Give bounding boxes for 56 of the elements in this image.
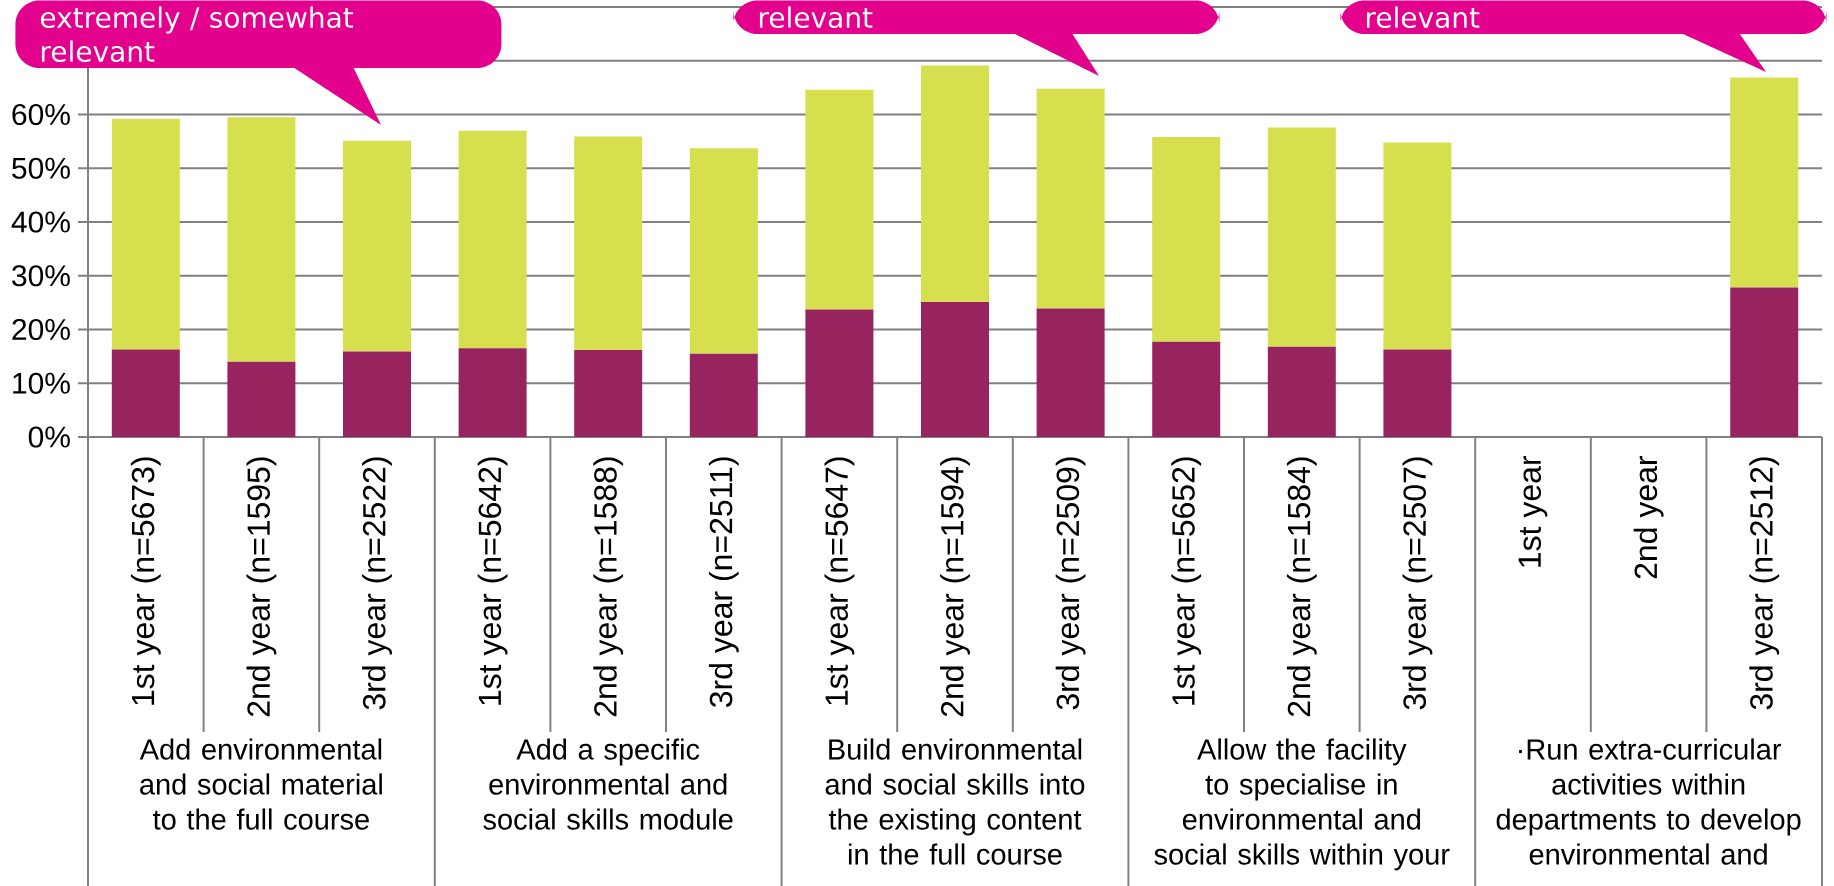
bar bbox=[1152, 137, 1221, 342]
y-tick-label: 60% bbox=[12, 103, 70, 126]
annotation: extremely / somewhat relevant bbox=[40, 6, 354, 63]
bar bbox=[921, 302, 990, 437]
bar bbox=[111, 349, 180, 437]
text: Allow the facility to specialise in environmental and social skills within your bbox=[1154, 738, 1450, 871]
x-tick-label: 1st year bbox=[1518, 455, 1548, 567]
bar bbox=[343, 351, 411, 437]
bar bbox=[574, 349, 643, 437]
bar bbox=[1383, 142, 1452, 350]
bar bbox=[574, 136, 643, 350]
bar bbox=[343, 140, 411, 352]
x-tick-label: 2nd year (n=1594) bbox=[940, 457, 970, 717]
y-tick-label: 30% bbox=[12, 265, 70, 287]
bar bbox=[1730, 77, 1799, 288]
bar bbox=[227, 117, 296, 362]
y-tick-label: 0% bbox=[28, 426, 70, 448]
text: Add environmental and social material to the full course bbox=[139, 738, 382, 830]
bar bbox=[1267, 346, 1336, 437]
x-tick-label: 1st year (n=5642) bbox=[477, 457, 508, 705]
bar bbox=[1152, 341, 1221, 437]
text: Build environmental and social skills into the existing content in the full course bbox=[825, 738, 1085, 865]
bar bbox=[1383, 349, 1452, 437]
bar bbox=[1036, 308, 1105, 437]
x-tick-label: 3rd year (n=2509) bbox=[1055, 457, 1086, 710]
bar bbox=[921, 65, 990, 303]
x-tick-label: 1st year (n=5652) bbox=[1171, 457, 1202, 705]
x-tick-label: 3rd year (n=2511) bbox=[708, 457, 739, 708]
y-tick-label: 20% bbox=[12, 318, 70, 341]
bar bbox=[805, 89, 874, 310]
x-tick-label: 3rd year (n=2507) bbox=[1402, 457, 1433, 710]
bar bbox=[111, 118, 180, 350]
x-tick-label: 3rd year (n=2522) bbox=[362, 457, 392, 710]
y-tick-label: 50% bbox=[12, 157, 70, 179]
x-tick-label: 2nd year (n=1584) bbox=[1286, 457, 1317, 717]
bar bbox=[1267, 127, 1336, 347]
x-tick-label: 1st year (n=5647) bbox=[824, 457, 855, 705]
bar bbox=[458, 130, 527, 349]
x-tick-label: 3rd year (n=2512) bbox=[1749, 457, 1780, 710]
y-tick-label: 40% bbox=[11, 211, 70, 233]
bar bbox=[805, 309, 874, 437]
bar bbox=[1036, 88, 1105, 309]
annotation: relevant bbox=[1366, 6, 1480, 29]
x-tick-label: 2nd year (n=1588) bbox=[593, 457, 624, 717]
bar bbox=[689, 353, 758, 437]
bar bbox=[689, 148, 758, 354]
text: ·Run extra-curricular activities within departments to develop environmental and bbox=[1496, 738, 1801, 865]
y-tick-label: 10% bbox=[13, 372, 70, 394]
bar bbox=[458, 348, 527, 437]
text: Add a specific environmental and social skills module bbox=[483, 738, 733, 830]
x-tick-label: 2nd year bbox=[1633, 455, 1664, 579]
annotation: relevant bbox=[759, 6, 873, 29]
bar bbox=[227, 361, 296, 437]
x-tick-label: 2nd year (n=1595) bbox=[246, 457, 277, 717]
bar bbox=[1730, 287, 1799, 437]
x-tick-label: 1st year (n=5673) bbox=[130, 457, 161, 705]
